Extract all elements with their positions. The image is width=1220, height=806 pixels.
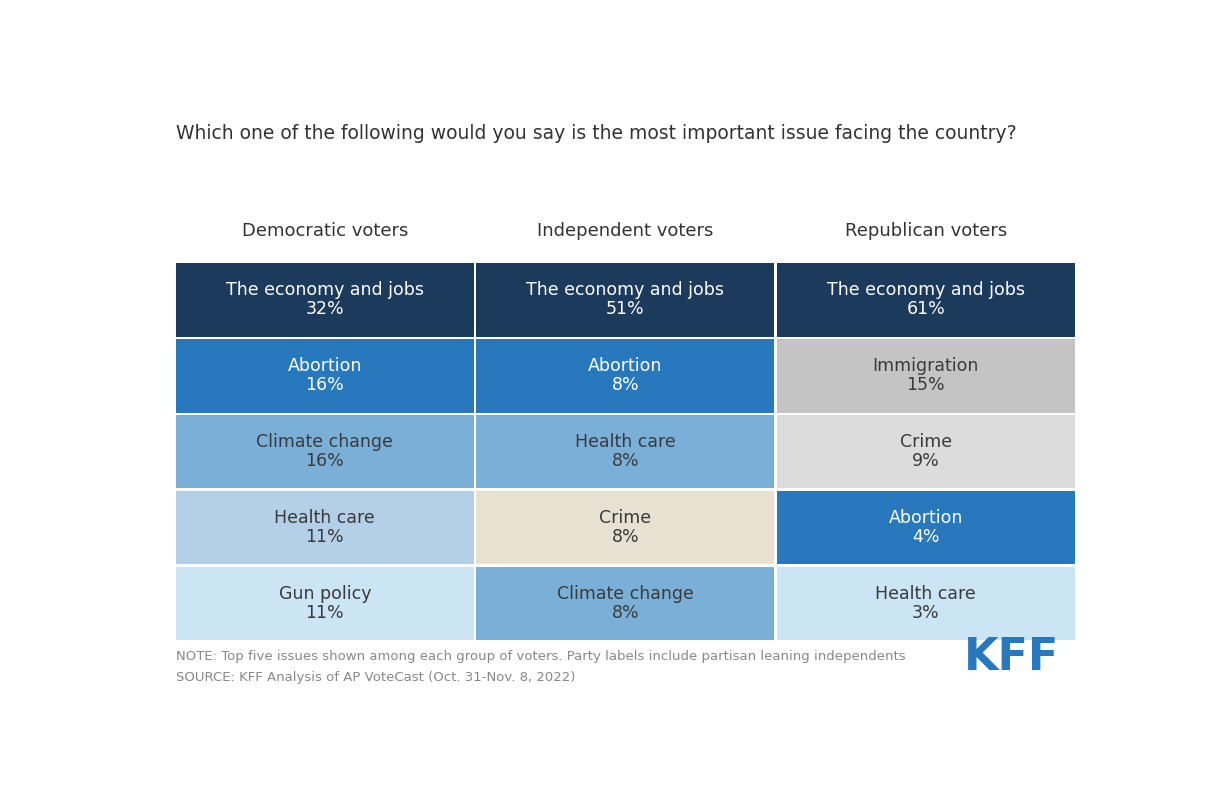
Text: Which one of the following would you say is the most important issue facing the : Which one of the following would you say… — [176, 124, 1016, 143]
Text: Crime: Crime — [599, 509, 651, 527]
Text: 16%: 16% — [305, 452, 344, 470]
Text: 9%: 9% — [911, 452, 939, 470]
Text: The economy and jobs: The economy and jobs — [526, 281, 725, 299]
Text: 8%: 8% — [611, 604, 639, 622]
Bar — [777, 491, 1075, 564]
Bar — [476, 263, 775, 337]
Bar — [176, 564, 1075, 567]
Text: Immigration: Immigration — [872, 357, 978, 376]
Text: 11%: 11% — [305, 528, 344, 546]
Text: NOTE: Top five issues shown among each group of voters. Party labels include par: NOTE: Top five issues shown among each g… — [176, 650, 905, 663]
Bar — [176, 488, 1075, 491]
Bar — [176, 339, 473, 413]
Text: Crime: Crime — [899, 433, 952, 451]
Text: 32%: 32% — [305, 301, 344, 318]
Text: 8%: 8% — [611, 528, 639, 546]
Text: 11%: 11% — [305, 604, 344, 622]
Bar — [176, 415, 473, 488]
Text: 16%: 16% — [305, 376, 344, 394]
Text: Climate change: Climate change — [556, 585, 694, 603]
Text: Health care: Health care — [575, 433, 676, 451]
Bar — [476, 415, 775, 488]
Bar — [476, 567, 775, 640]
Text: 15%: 15% — [906, 376, 946, 394]
Text: 61%: 61% — [906, 301, 946, 318]
Text: Abortion: Abortion — [588, 357, 662, 376]
Text: 8%: 8% — [611, 376, 639, 394]
Bar — [476, 339, 775, 413]
Bar — [176, 491, 473, 564]
Bar — [473, 263, 476, 640]
Text: KFF: KFF — [964, 636, 1059, 679]
Bar — [777, 567, 1075, 640]
Text: Health care: Health care — [875, 585, 976, 603]
Bar — [777, 263, 1075, 337]
Bar — [777, 415, 1075, 488]
Text: Climate change: Climate change — [256, 433, 393, 451]
Text: 51%: 51% — [606, 301, 644, 318]
Bar — [775, 263, 777, 640]
Bar — [176, 337, 1075, 339]
Bar — [176, 413, 1075, 415]
Text: Democratic voters: Democratic voters — [242, 222, 407, 240]
Bar — [176, 263, 473, 337]
Text: 8%: 8% — [611, 452, 639, 470]
Text: Abortion: Abortion — [888, 509, 963, 527]
Text: Abortion: Abortion — [288, 357, 362, 376]
Text: 4%: 4% — [911, 528, 939, 546]
Text: Independent voters: Independent voters — [537, 222, 714, 240]
Bar — [777, 339, 1075, 413]
Text: Health care: Health care — [274, 509, 376, 527]
Text: 3%: 3% — [911, 604, 939, 622]
Text: The economy and jobs: The economy and jobs — [226, 281, 423, 299]
Bar — [176, 567, 473, 640]
Text: SOURCE: KFF Analysis of AP VoteCast (Oct. 31-Nov. 8, 2022): SOURCE: KFF Analysis of AP VoteCast (Oct… — [176, 671, 575, 684]
Text: Gun policy: Gun policy — [278, 585, 371, 603]
Text: Republican voters: Republican voters — [844, 222, 1006, 240]
Text: The economy and jobs: The economy and jobs — [827, 281, 1025, 299]
Bar — [476, 491, 775, 564]
